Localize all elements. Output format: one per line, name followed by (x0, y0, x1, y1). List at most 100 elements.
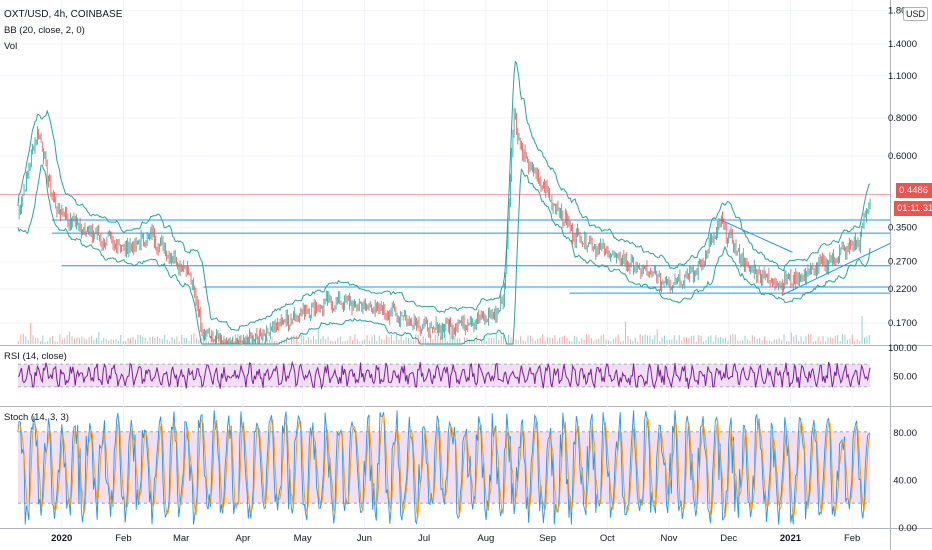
volume-bar (503, 334, 505, 344)
volume-bar (498, 340, 500, 344)
volume-bar (466, 337, 468, 344)
volume-bar (251, 335, 253, 344)
volume-bar (476, 335, 478, 344)
price-tick-label: 1.4000 (888, 39, 917, 50)
volume-bar (851, 334, 853, 344)
volume-bar (271, 336, 273, 344)
volume-bar (605, 339, 607, 344)
volume-bar (471, 339, 473, 344)
volume-bar (768, 340, 770, 344)
bar-countdown-badge: 01:11:31 (894, 201, 932, 216)
volume-bar (739, 340, 741, 344)
volume-bar (105, 338, 107, 344)
current-price-badge: 0.4486 (896, 183, 932, 198)
volume-bar (393, 340, 395, 344)
volume-bar (654, 335, 656, 344)
volume-bar (607, 340, 609, 344)
volume-bar (161, 338, 163, 344)
volume-bar (317, 329, 319, 344)
price-tick-label: 1.8000 (888, 6, 917, 17)
volume-bar (334, 340, 336, 344)
volume-bar (634, 337, 636, 344)
time-tick-label: 2021 (780, 533, 802, 544)
volume-bar (656, 329, 658, 344)
volume-bar (373, 335, 375, 344)
volume-bar (805, 336, 807, 344)
time-tick-label: Apr (236, 533, 251, 544)
price-tick-label: 0.6000 (888, 151, 917, 162)
volume-bar (854, 341, 856, 344)
volume-bar (422, 336, 424, 344)
volume-bar (707, 336, 709, 344)
volume-bar (110, 339, 112, 344)
volume-bar (193, 333, 195, 344)
volume-bar (91, 335, 93, 344)
volume-bar (237, 334, 239, 344)
volume-bar (464, 337, 466, 344)
volume-bar (34, 337, 36, 344)
volume-bar (815, 340, 817, 344)
volume-bar (117, 340, 119, 344)
symbol-title[interactable]: OXT/USD, 4h, COINBASE (4, 9, 123, 20)
volume-bar (183, 337, 185, 344)
volume-bar (659, 341, 661, 344)
stoch-legend[interactable]: Stoch (14, 3, 3) (4, 412, 69, 423)
volume-bar (93, 339, 95, 344)
volume-bar (173, 339, 175, 344)
volume-bar (698, 334, 700, 344)
trend-line (782, 242, 891, 296)
volume-bar (547, 337, 549, 344)
time-tick-label: Feb (115, 533, 131, 544)
currency-label[interactable]: USD (903, 7, 929, 21)
time-tick-label: May (294, 533, 312, 544)
volume-bar (437, 335, 439, 344)
volume-bar (729, 335, 731, 344)
volume-bar (554, 335, 556, 344)
volume-bar (286, 339, 288, 344)
volume-bar (76, 337, 78, 344)
volume-bar (481, 339, 483, 344)
volume-bar (78, 337, 80, 344)
volume-bar (839, 341, 841, 344)
volume-bar (703, 341, 705, 344)
volume-bar (510, 337, 512, 344)
volume-bar (637, 341, 639, 344)
rsi-legend[interactable]: RSI (14, close) (4, 351, 67, 362)
volume-bar (388, 337, 390, 344)
volume-bar (693, 335, 695, 344)
volume-bar (56, 341, 58, 344)
volume-bar (600, 335, 602, 344)
volume-bar (759, 338, 761, 344)
stoch-tick-label: 40.00 (893, 475, 917, 486)
volume-bar (478, 341, 480, 344)
volume-legend[interactable]: Vol (4, 41, 18, 52)
volume-bar (420, 339, 422, 344)
volume-bar (571, 341, 573, 344)
volume-bar (756, 338, 758, 344)
time-tick-label: Nov (661, 533, 678, 544)
volume-bar (247, 336, 249, 344)
time-tick-label: Aug (477, 533, 494, 544)
volume-bar (798, 341, 800, 344)
volume-bar (754, 336, 756, 344)
volume-bar (442, 322, 444, 344)
volume-bar (515, 339, 517, 344)
volume-bar (632, 341, 634, 344)
volume-bar (673, 335, 675, 344)
time-tick-label: 2020 (51, 533, 72, 544)
volume-bar (305, 339, 307, 344)
volume-bar (742, 340, 744, 344)
volume-bar (347, 340, 349, 344)
volume-bar (351, 340, 353, 344)
volume-bar (400, 334, 402, 344)
volume-bar (156, 336, 158, 344)
volume-bar (205, 337, 207, 344)
bollinger-legend[interactable]: BB (20, close, 2, 0) (4, 25, 85, 36)
volume-bar (771, 341, 773, 344)
time-tick-label: Feb (844, 533, 860, 544)
volume-bar (705, 340, 707, 344)
volume-bar (425, 338, 427, 344)
volume-bar (132, 336, 134, 344)
volume-bar (590, 338, 592, 344)
